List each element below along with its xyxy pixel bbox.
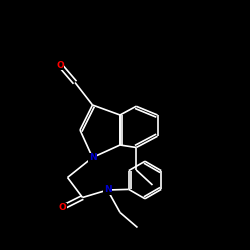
Text: N: N [104, 186, 111, 194]
Text: O: O [58, 203, 66, 212]
Text: N: N [89, 153, 96, 162]
Text: O: O [56, 60, 64, 70]
